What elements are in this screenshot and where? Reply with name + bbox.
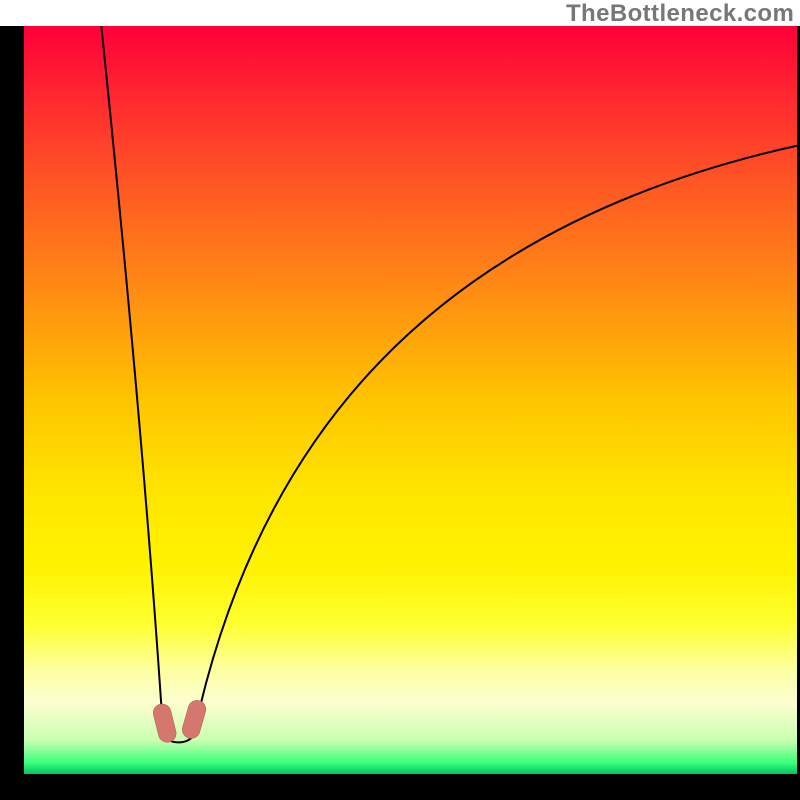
plot-area — [24, 26, 797, 774]
figure-root: TheBottleneck.com — [0, 0, 800, 800]
plot-svg — [24, 26, 797, 774]
watermark-text: TheBottleneck.com — [566, 0, 800, 28]
gradient-background — [24, 26, 797, 774]
